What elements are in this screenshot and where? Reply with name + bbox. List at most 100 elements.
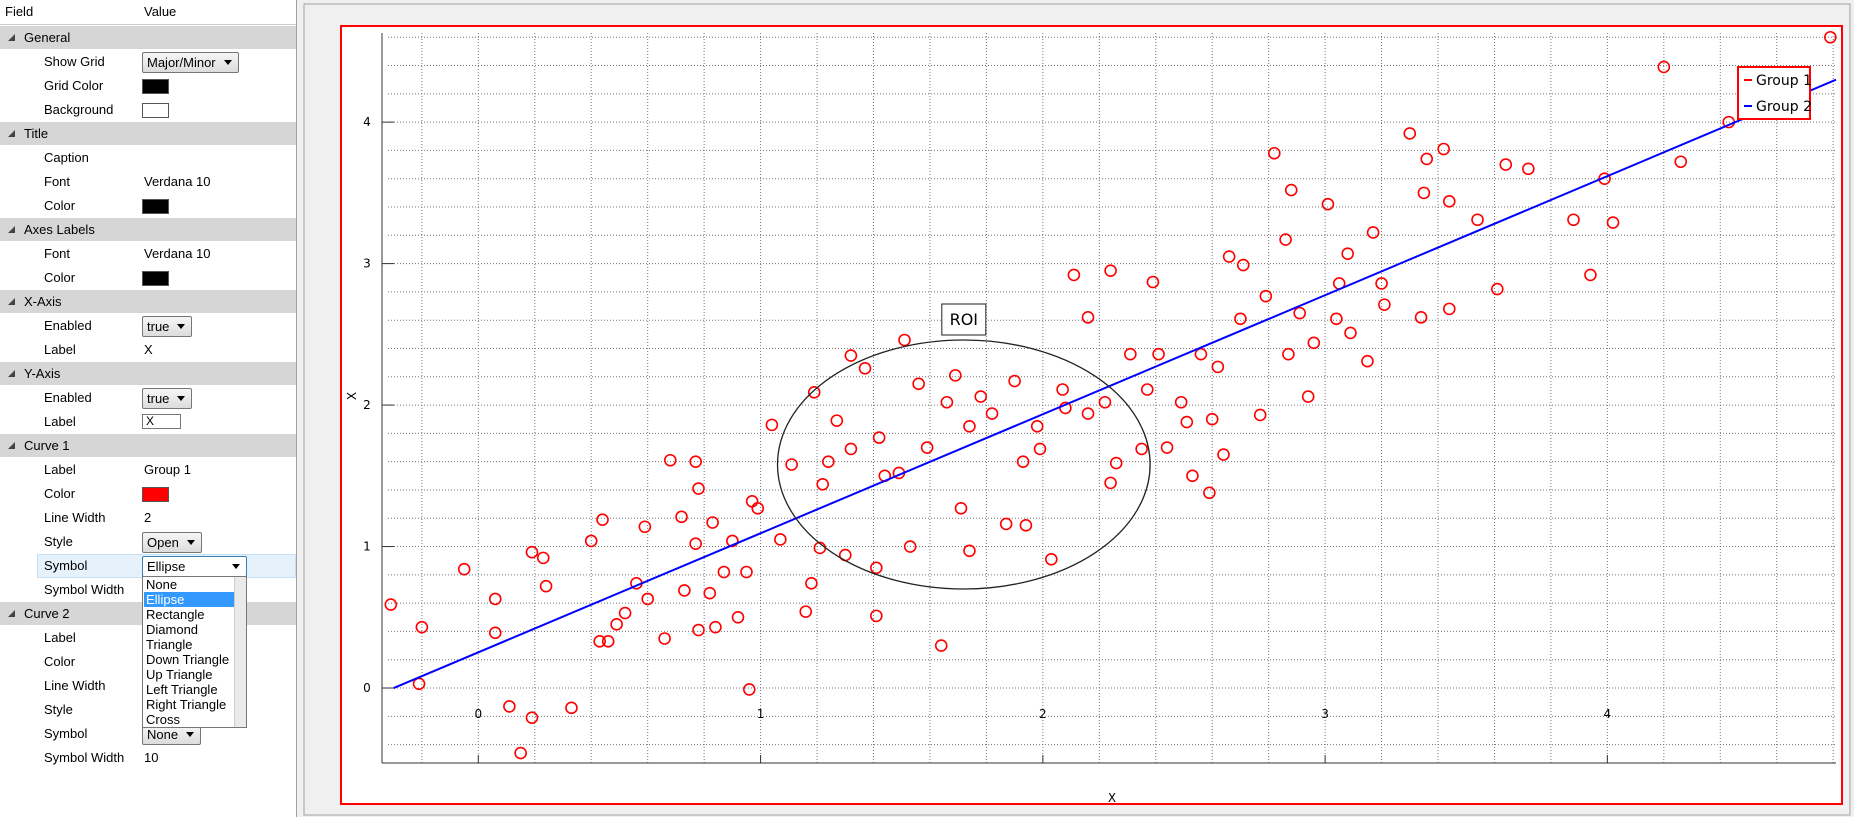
data-point: [1033, 442, 1047, 456]
data-point: [618, 606, 632, 620]
data-point: [844, 349, 858, 362]
data-point: [870, 561, 883, 575]
data-point: [949, 369, 962, 382]
field-value: Verdana 10: [144, 246, 211, 261]
data-point: [1437, 142, 1450, 156]
data-point: [1584, 268, 1597, 282]
field-label: Font: [44, 246, 71, 261]
data-point: [785, 458, 798, 471]
data-point: [999, 517, 1013, 531]
dropdown-option[interactable]: None: [146, 577, 178, 592]
dropdown[interactable]: Ellipse: [142, 556, 247, 577]
color-swatch: [142, 79, 169, 94]
data-point: [726, 534, 739, 548]
data-point: [658, 632, 671, 645]
data-point: [805, 577, 818, 590]
data-point: [1067, 268, 1081, 282]
data-point: [1205, 412, 1219, 426]
y-tick-label: 0: [363, 681, 371, 695]
dropdown-option[interactable]: Up Triangle: [146, 667, 213, 682]
legend-label: Group 2: [1756, 99, 1812, 115]
data-point: [1109, 456, 1123, 470]
data-point: [601, 635, 615, 648]
field-label: Label: [44, 342, 76, 357]
dropdown[interactable]: Major/Minor: [142, 52, 239, 73]
y-tick-label: 4: [363, 115, 371, 129]
data-point: [1321, 197, 1335, 211]
data-point: [1674, 155, 1688, 169]
data-point: [1222, 250, 1236, 263]
data-point: [1284, 183, 1298, 197]
chart: 0 1 2 3 4 0 1 2 3 4 X X ROI Group 1 Group 2: [303, 3, 1851, 816]
dropdown[interactable]: true: [142, 388, 193, 409]
section-row: [0, 218, 296, 242]
data-point: [858, 361, 872, 375]
data-point: [1081, 407, 1095, 420]
dropdown-option[interactable]: Right Triangle: [146, 697, 227, 712]
legend-label: Group 1: [1756, 73, 1812, 89]
data-point: [525, 711, 539, 725]
data-point: [872, 431, 886, 444]
dropdown-arrow: [177, 324, 186, 329]
data-point: [1160, 441, 1174, 454]
data-point: [703, 586, 717, 600]
data-point: [689, 455, 702, 468]
dropdown[interactable]: Open: [142, 532, 202, 553]
data-point: [1104, 264, 1117, 277]
field-label: Style: [44, 534, 73, 549]
dropdown-option[interactable]: Left Triangle: [146, 682, 218, 697]
text-box: X: [142, 414, 181, 429]
dropdown-option[interactable]: Diamond: [146, 622, 199, 637]
data-point: [1124, 347, 1137, 361]
data-point: [1293, 306, 1307, 320]
data-point: [1234, 312, 1247, 326]
field-label: Label: [44, 630, 76, 645]
dropdown-option[interactable]: Ellipse: [144, 592, 234, 607]
dropdown-option[interactable]: Triangle: [146, 637, 193, 652]
data-point: [731, 610, 745, 624]
data-point: [1522, 162, 1535, 176]
section-title: Axes Labels: [24, 222, 95, 237]
data-point: [870, 609, 883, 623]
data-point: [525, 545, 539, 559]
data-point: [663, 453, 677, 467]
data-point: [717, 565, 731, 579]
data-point: [1186, 469, 1199, 483]
y-tick-label: 3: [363, 257, 371, 271]
data-point: [565, 701, 578, 715]
section-row: [0, 122, 296, 146]
data-point: [1180, 415, 1194, 429]
field-label: Symbol Width: [44, 750, 125, 765]
data-point: [1301, 390, 1315, 403]
data-point: [488, 592, 502, 606]
data-point: [1194, 347, 1208, 361]
color-swatch: [142, 487, 169, 502]
section-row: [0, 290, 296, 314]
field-value: Verdana 10: [144, 174, 211, 189]
property-grid: Field Value General Show Grid Major/Minor Gri…: [0, 0, 297, 817]
color-swatch: [142, 199, 169, 214]
dropdown-option[interactable]: Rectangle: [146, 607, 205, 622]
data-point: [898, 333, 911, 347]
data-point: [514, 746, 527, 760]
data-point: [1045, 552, 1058, 566]
legend-box: [1737, 66, 1811, 120]
field-label: Color: [44, 654, 76, 669]
header-row: [0, 0, 296, 25]
field-label: Line Width: [44, 678, 106, 693]
data-point: [1259, 289, 1273, 303]
data-point: [920, 441, 934, 454]
field-label: Show Grid: [44, 54, 105, 69]
dropdown-text: Open: [147, 535, 179, 550]
field-value: 10: [144, 750, 159, 765]
field-label: Color: [44, 486, 76, 501]
dropdown[interactable]: true: [142, 316, 193, 337]
data-point: [1606, 216, 1620, 229]
data-point: [1330, 312, 1343, 326]
dropdown-option[interactable]: Down Triangle: [146, 652, 230, 667]
data-point: [1657, 60, 1671, 74]
roi-ellipse: [776, 339, 1151, 590]
dropdown-option[interactable]: Cross: [146, 712, 180, 727]
field-value: X: [144, 342, 153, 357]
